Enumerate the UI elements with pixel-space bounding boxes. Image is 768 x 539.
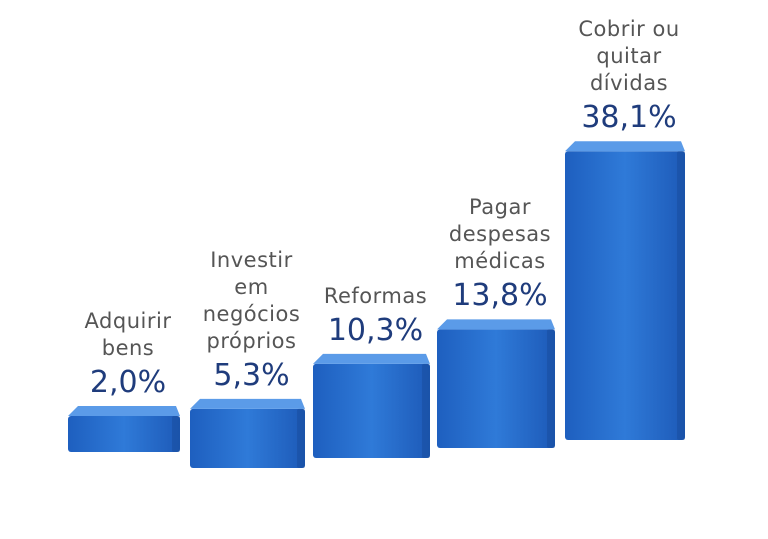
value-label: 38,1% — [581, 100, 677, 136]
bar-top — [68, 406, 180, 416]
bar — [190, 398, 305, 468]
value-label: 13,8% — [452, 278, 548, 314]
category-label: Adquirir bens — [84, 309, 172, 360]
category-label: Cobrir ou quitar dívidas — [578, 17, 680, 96]
value-label: 10,3% — [327, 312, 424, 348]
bar-label: Investir em negócios próprios 5,3% — [203, 247, 301, 395]
bar-front — [437, 329, 555, 448]
bar — [437, 319, 555, 448]
bar-top — [437, 319, 555, 330]
bar-front — [190, 408, 305, 468]
bar-top — [565, 141, 685, 152]
bar — [565, 141, 685, 441]
bar — [313, 353, 430, 458]
bar-shade — [422, 363, 430, 458]
bar-label: Cobrir ou quitar dívidas 38,1% — [560, 16, 699, 137]
bar — [68, 406, 180, 452]
value-label: 5,3% — [213, 357, 290, 393]
bar-front — [313, 363, 430, 458]
bar-top — [313, 353, 430, 364]
bar-label: Pagar despesas médicas 13,8% — [449, 194, 551, 315]
category-label: Investir em negócios próprios — [202, 247, 301, 353]
bar-label: Reformas 10,3% — [324, 283, 427, 350]
category-label: Pagar despesas médicas — [448, 195, 552, 274]
bar-front — [68, 416, 180, 452]
bar-shade — [172, 416, 180, 452]
bar-shade — [297, 408, 305, 468]
bar-front — [565, 151, 685, 441]
bar-shade — [547, 329, 555, 448]
category-label: Reformas — [323, 283, 428, 308]
value-label: 2,0% — [89, 365, 167, 400]
bar-shade — [677, 151, 685, 441]
bar-label: Adquirir bens 2,0% — [85, 308, 172, 402]
bar-top — [190, 398, 305, 409]
